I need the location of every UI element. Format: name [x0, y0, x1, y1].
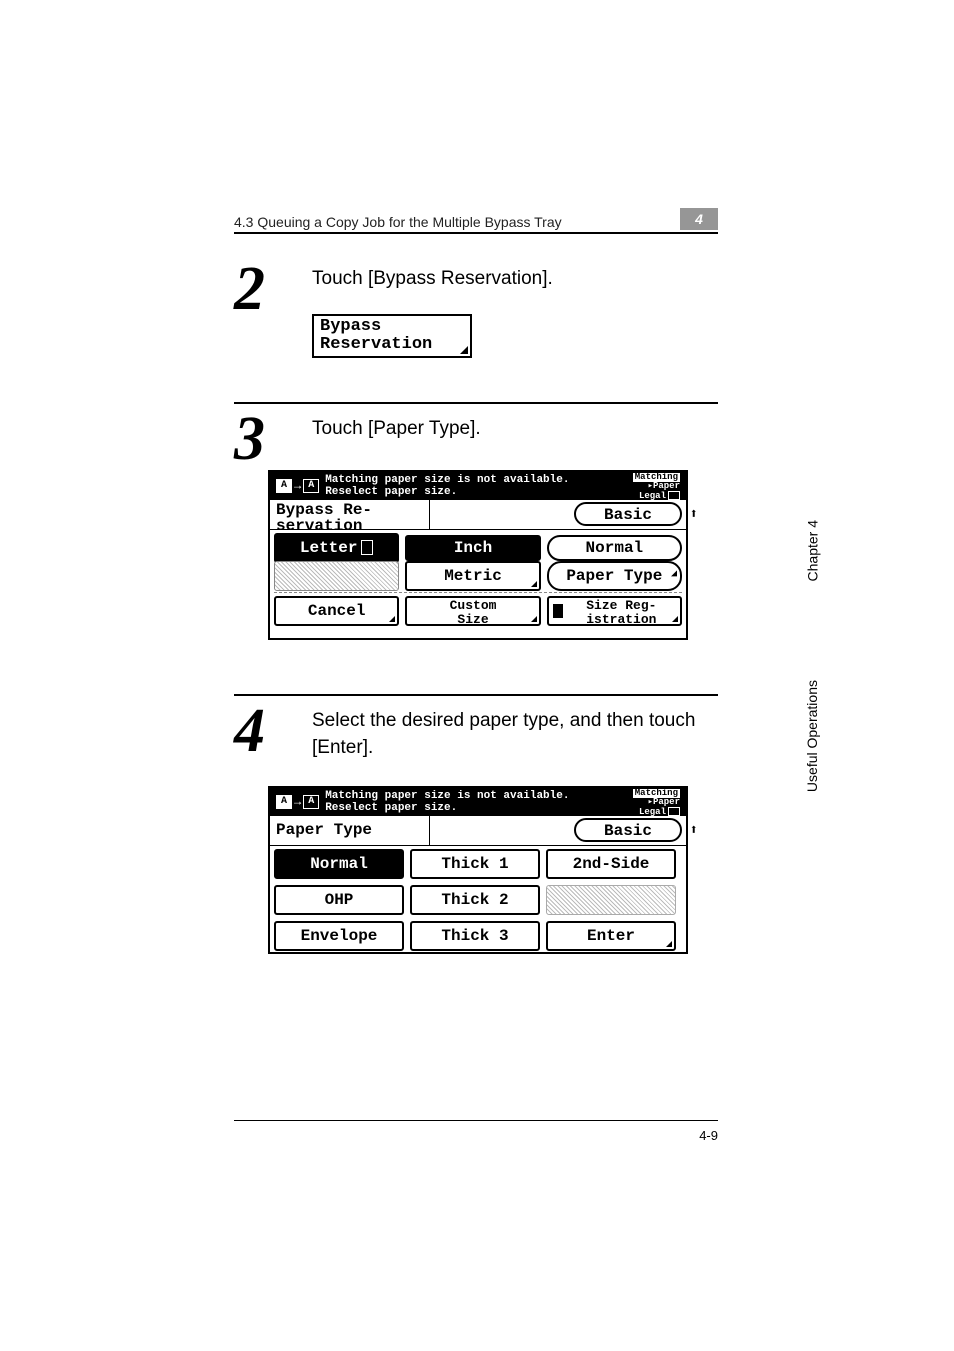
ohp-button[interactable]: OHP: [274, 885, 404, 915]
button-label-line1: Bypass: [320, 318, 464, 336]
step-rule: [234, 402, 718, 404]
disabled-slot: [274, 561, 399, 591]
status-right-mid: Paper: [653, 481, 680, 491]
letter-button[interactable]: Letter: [274, 533, 399, 563]
button-label-line2: Reservation: [320, 336, 464, 354]
enter-button[interactable]: Enter: [546, 921, 676, 951]
step-4: 4 Select the desired paper type, and the…: [234, 700, 718, 762]
status-right-mid: Paper: [653, 797, 680, 807]
portrait-icon: [357, 539, 373, 557]
scroll-up-icon[interactable]: ⬆: [690, 822, 698, 839]
lcd-status-bar: A→A Matching paper size is not available…: [270, 788, 686, 816]
button-label: Letter: [300, 539, 358, 557]
step-2: 2 Touch [Bypass Reservation].: [234, 258, 718, 320]
button-label-line2: istration: [586, 612, 656, 627]
section-title: 4.3 Queuing a Copy Job for the Multiple …: [234, 214, 562, 230]
copy-mode-icon: A→A: [276, 479, 319, 493]
tab-basic[interactable]: Basic: [574, 502, 682, 526]
tab-paper-type[interactable]: Paper Type: [270, 816, 430, 845]
corner-icon: [389, 616, 395, 622]
envelope-button[interactable]: Envelope: [274, 921, 404, 951]
tab-right-area: Basic ⬆: [546, 500, 686, 529]
card-icon: [553, 604, 563, 618]
status-line2: Reselect paper size.: [325, 486, 457, 498]
manual-page: 4.3 Queuing a Copy Job for the Multiple …: [0, 0, 954, 1351]
lcd-row-3: Envelope Thick 3 Enter: [270, 918, 686, 954]
scroll-up-icon[interactable]: ⬆: [690, 506, 698, 523]
thick3-button[interactable]: Thick 3: [410, 921, 540, 951]
step-rule: [234, 694, 718, 696]
button-label: Enter: [587, 927, 635, 945]
tab-right-area: Basic ⬆: [546, 816, 686, 845]
header-rule: [234, 232, 718, 234]
lcd-row-1: Normal Thick 1 2nd-Side: [270, 846, 686, 882]
thick2-button[interactable]: Thick 2: [410, 885, 540, 915]
status-text: Matching paper size is not available. Re…: [325, 474, 569, 498]
chapter-badge: 4: [680, 208, 718, 230]
lcd-row-1b: Metric Paper Type ◢: [270, 560, 686, 592]
step-3: 3 Touch [Paper Type].: [234, 408, 718, 470]
corner-icon: [460, 346, 468, 354]
button-label: Cancel: [308, 602, 366, 620]
metric-button[interactable]: Metric: [405, 561, 540, 591]
footer-rule: [234, 1120, 718, 1121]
copy-mode-icon: A→A: [276, 795, 319, 809]
normal-button[interactable]: Normal: [547, 535, 682, 561]
corner-icon: [531, 616, 537, 622]
page-header: 4.3 Queuing a Copy Job for the Multiple …: [234, 208, 718, 230]
lcd-tab-row: Paper Type Basic ⬆: [270, 816, 686, 846]
lcd-status-bar: A→A Matching paper size is not available…: [270, 472, 686, 500]
tab-basic[interactable]: Basic: [574, 818, 682, 842]
step-instruction: Touch [Paper Type].: [312, 416, 712, 443]
paper-type-button[interactable]: Paper Type ◢: [547, 561, 682, 591]
custom-size-button[interactable]: Custom Size: [405, 596, 540, 626]
second-side-button[interactable]: 2nd-Side: [546, 849, 676, 879]
cancel-button[interactable]: Cancel: [274, 596, 399, 626]
tab-bypass-reservation[interactable]: Bypass Re- servation: [270, 500, 430, 529]
lcd-row-2: OHP Thick 2: [270, 882, 686, 918]
page-number: 4-9: [699, 1128, 718, 1143]
thick1-button[interactable]: Thick 1: [410, 849, 540, 879]
step-instruction: Select the desired paper type, and then …: [312, 708, 712, 761]
status-right: Matching ▸Paper Legal: [633, 473, 680, 501]
corner-icon: [531, 581, 537, 587]
status-line1: Matching paper size is not available.: [325, 790, 569, 802]
status-right: Matching ▸Paper Legal: [633, 789, 680, 817]
lcd-screenshot-paper-size: A→A Matching paper size is not available…: [268, 470, 688, 640]
side-section-label: Useful Operations: [804, 680, 820, 792]
status-line1: Matching paper size is not available.: [325, 474, 569, 486]
inch-button[interactable]: Inch: [405, 535, 540, 561]
status-line2: Reselect paper size.: [325, 802, 457, 814]
size-registration-button[interactable]: Size Reg- istration: [547, 596, 682, 626]
lcd-tab-row: Bypass Re- servation Basic ⬆: [270, 500, 686, 530]
button-label-line2: Size: [457, 612, 488, 627]
button-label: Paper Type: [566, 567, 662, 585]
button-label: Metric: [444, 567, 502, 585]
bypass-reservation-button[interactable]: Bypass Reservation: [312, 314, 472, 358]
lcd-row-2: Cancel Custom Size Size Reg- istration: [270, 593, 686, 629]
status-text: Matching paper size is not available. Re…: [325, 790, 569, 814]
normal-button[interactable]: Normal: [274, 849, 404, 879]
corner-icon: [672, 616, 678, 622]
corner-icon: [666, 941, 672, 947]
lcd-screenshot-paper-type: A→A Matching paper size is not available…: [268, 786, 688, 954]
side-chapter-label: Chapter 4: [804, 520, 820, 581]
step-instruction: Touch [Bypass Reservation].: [312, 266, 712, 293]
disabled-slot: [546, 885, 676, 915]
